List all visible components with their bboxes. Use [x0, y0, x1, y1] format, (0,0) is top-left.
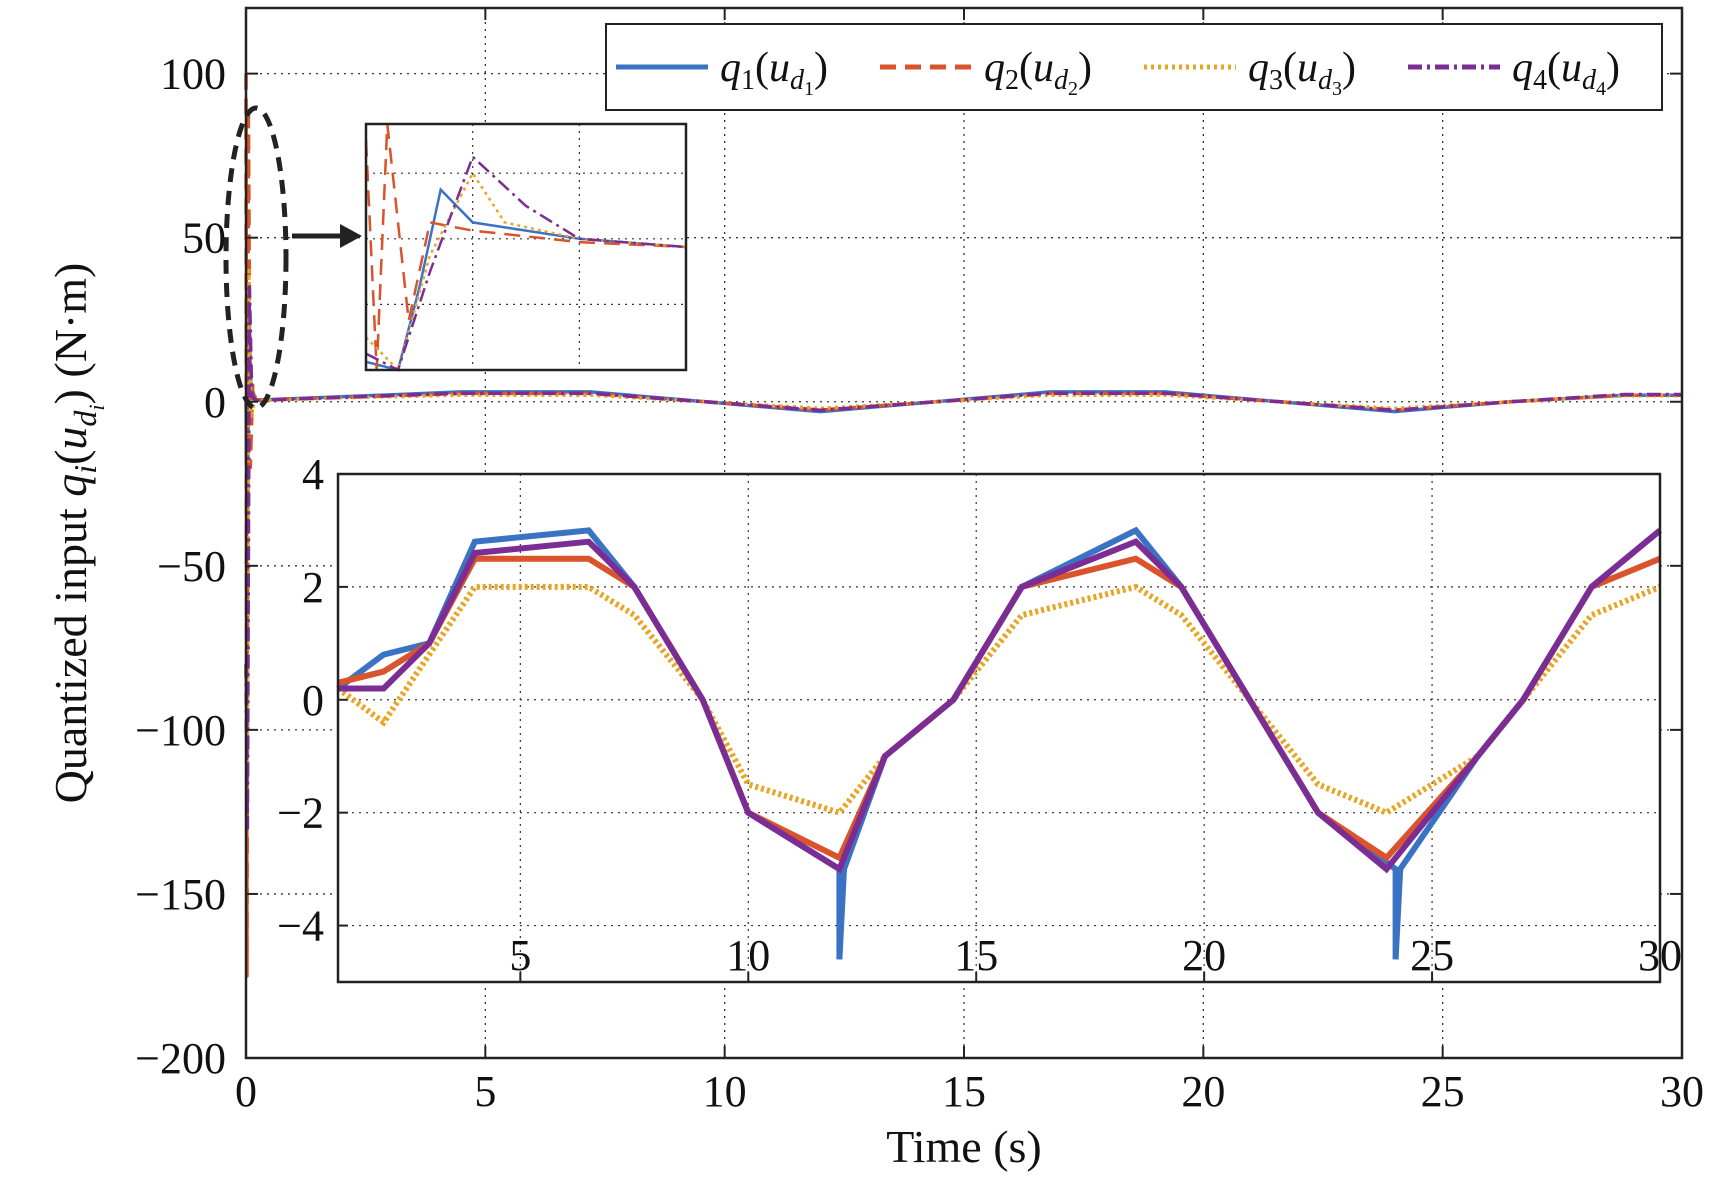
inset-zoom-x-tick-label: 30 [1638, 931, 1682, 980]
main-series [244, 73, 1682, 978]
y-tick-label: −100 [135, 706, 226, 755]
inset-zoom-x-tick-label: 10 [726, 931, 770, 980]
inset-zoom-frame [336, 472, 1662, 984]
legend: q1(ud1) q2(ud2) q3(ud3) q4(ud4) [605, 23, 1663, 111]
x-tick-label: 10 [703, 1067, 747, 1116]
inset-zoom-y-tick-label: 0 [302, 676, 324, 725]
inset-transient-bg [366, 124, 686, 370]
y-tick-label: −200 [135, 1034, 226, 1083]
inset-zoom-series-3 [336, 583, 1662, 817]
inset-zoom-x-tick-label: 25 [1410, 931, 1454, 980]
zoom-callout [223, 105, 362, 411]
x-tick-label: 30 [1660, 1067, 1704, 1116]
x-tick-label: 20 [1181, 1067, 1225, 1116]
legend-label-2: q2(ud2) [984, 45, 1092, 100]
zoom-ellipse [223, 105, 289, 411]
y-tick-label: 50 [182, 214, 226, 263]
inset-zoom-y-tick-label: −4 [277, 902, 324, 951]
legend-label-3: q3(ud3) [1248, 45, 1356, 100]
y-tick-label: −150 [135, 870, 226, 919]
inset-zoom-series-4 [338, 528, 1662, 874]
inset-transient-series-1 [365, 187, 687, 372]
legend-box [605, 23, 1663, 111]
inset-zoom-x-tick-label: 20 [1182, 931, 1226, 980]
inset-transient-series-2 [364, 123, 687, 371]
inset-zoom-y-tick-label: 2 [302, 563, 324, 612]
x-axis-label: Time (s) [886, 1121, 1042, 1172]
callout-arrow-head [340, 224, 362, 248]
y-tick-label: 100 [160, 50, 226, 99]
y-axis-label: Quantized input qi(udi) (N·m) [45, 263, 109, 804]
x-tick-label: 25 [1421, 1067, 1465, 1116]
inset-transient [364, 122, 688, 373]
x-tick-label: 15 [942, 1067, 986, 1116]
inset-zoom: 420−2−45 10 15 20 25 30 [277, 450, 1682, 984]
legend-label-4: q4(ud4) [1512, 45, 1620, 100]
inset-transient-frame [364, 122, 688, 372]
inset-zoom-y-tick-label: −2 [277, 789, 324, 838]
inset-zoom-x-tick-label: 15 [954, 931, 998, 980]
x-tick-label: 0 [235, 1067, 257, 1116]
inset-zoom-bg [338, 474, 1660, 982]
x-tick-label: 5 [474, 1067, 496, 1116]
series-line-4 [244, 285, 1682, 831]
inset-zoom-x-tick-label: 5 [509, 931, 531, 980]
legend-label-1: q1(ud1) [720, 45, 828, 100]
y-tick-label: 0 [204, 378, 226, 427]
inset-zoom-y-tick-label: 4 [302, 450, 324, 499]
y-tick-label: −50 [157, 542, 226, 591]
